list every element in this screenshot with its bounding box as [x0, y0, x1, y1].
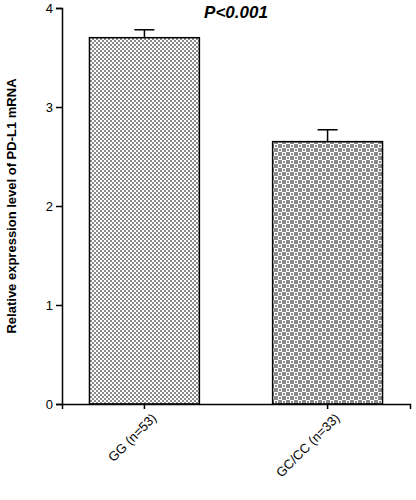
y-tick-mark: [56, 8, 62, 10]
marks: [89, 30, 382, 404]
y-tick-label: 3: [46, 100, 53, 115]
error-stem: [144, 30, 146, 38]
x-tick-label: GC/CC (n=33): [273, 410, 343, 480]
x-tick-label: GG (n=53): [105, 410, 159, 464]
error-cap: [318, 129, 338, 131]
y-tick-label: 0: [46, 397, 53, 412]
plot: 0 1 2 3 4 GG (n=53) GC/CC (n=33): [46, 1, 411, 480]
y-tick: 4: [46, 1, 62, 16]
y-axis-line: [56, 9, 63, 405]
error-bar: [134, 30, 154, 38]
x-tick-mark: [327, 404, 329, 409]
error-cap: [134, 29, 154, 31]
bar: [273, 142, 383, 404]
y-axis: 0 1 2 3 4: [46, 1, 63, 412]
y-tick: 1: [46, 298, 62, 313]
y-tick-mark: [56, 305, 62, 307]
y-tick: 2: [46, 199, 62, 214]
error-stem: [327, 130, 329, 142]
title: P<0.001: [204, 3, 268, 22]
y-axis-title: Relative expression level of PD-L1 mRNA: [4, 78, 19, 334]
x-axis: GG (n=53) GC/CC (n=33): [63, 404, 411, 480]
y-tick-mark: [56, 107, 62, 109]
x-tick: GG (n=53): [105, 404, 159, 465]
bar: [89, 38, 199, 404]
y-tick-label: 2: [46, 199, 53, 214]
chart: 0 1 2 3 4 GG (n=53) GC/CC (n=33) Relative expre…: [0, 0, 416, 500]
y-tick-label: 4: [46, 1, 53, 16]
error-bar: [318, 130, 338, 142]
x-tick: GC/CC (n=33): [273, 404, 343, 480]
y-tick-mark: [56, 404, 62, 406]
y-tick: 0: [46, 397, 62, 412]
y-tick: 3: [46, 100, 62, 115]
x-tick-mark: [144, 404, 146, 409]
x-axis-line: [63, 405, 411, 410]
y-tick-mark: [56, 206, 62, 208]
y-tick-label: 1: [46, 298, 53, 313]
